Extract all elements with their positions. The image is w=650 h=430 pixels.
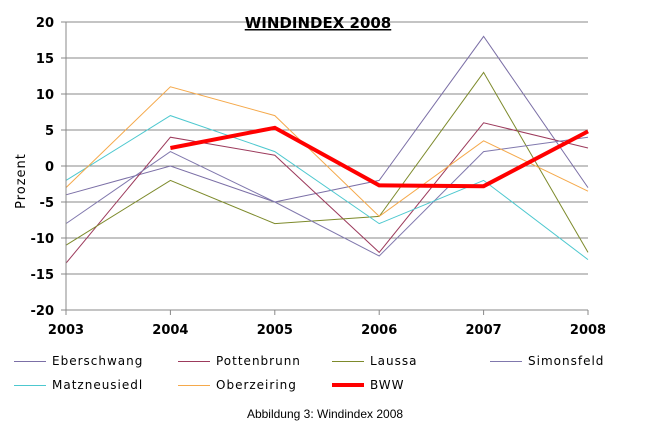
legend-swatch: [178, 384, 210, 386]
legend-swatch: [490, 360, 522, 362]
y-tick-label: -15: [31, 268, 55, 283]
legend-item-bww: BWW: [332, 376, 405, 394]
series-line-matzneusiedl: [65, 115, 589, 260]
y-tick-label: 0: [45, 160, 54, 175]
legend-label: Laussa: [370, 354, 418, 368]
y-tick-label: 20: [36, 16, 54, 31]
legend-label: Pottenbrunn: [216, 354, 301, 368]
x-tick-label: 2005: [257, 323, 293, 338]
legend-item-laussa: Laussa: [332, 352, 418, 370]
legend-label: Eberschwang: [52, 354, 144, 368]
legend-swatch: [332, 360, 364, 362]
legend-label: Simonsfeld: [528, 354, 605, 368]
legend-swatch: [14, 360, 46, 362]
y-axis-label: Prozent: [14, 153, 29, 209]
x-tick-label: 2006: [361, 323, 397, 338]
chart-area: -20 -15 -10 -5 0 5 10 15 20 2003 2004 2005 2006 2007…: [14, 14, 606, 338]
y-tick-label: 10: [36, 88, 54, 103]
y-tick-label: -5: [40, 196, 54, 211]
series-line-bww: [170, 125, 589, 189]
legend-item-pottenbrunn: Pottenbrunn: [178, 352, 301, 370]
y-tick-label: 5: [45, 124, 54, 139]
y-tick-labels: -20 -15 -10 -5 0 5 10 15 20: [31, 16, 55, 319]
series-line-laussa: [65, 71, 589, 253]
x-tick-label: 2008: [570, 323, 606, 338]
chart-title: WINDINDEX 2008: [245, 14, 392, 32]
x-tick-label: 2007: [466, 323, 502, 338]
series-line-pottenbrunn: [65, 122, 589, 264]
legend-item-simonsfeld: Simonsfeld: [490, 352, 604, 370]
legend-swatch: [332, 383, 364, 387]
legend-item-oberzeiring: Oberzeiring: [178, 376, 297, 394]
axes: [61, 21, 589, 315]
y-tick-label: -20: [31, 304, 55, 319]
legend-item-matzneusiedl: Matzneusiedl: [14, 376, 143, 394]
legend-swatch: [14, 384, 46, 386]
legend-swatch: [178, 360, 210, 362]
x-tick-label: 2004: [152, 323, 188, 338]
y-tick-label: 15: [36, 52, 54, 67]
legend-item-eberschwang: Eberschwang: [14, 352, 143, 370]
x-tick-label: 2003: [48, 323, 84, 338]
legend-label: Matzneusiedl: [52, 378, 144, 392]
figure-caption: Abbildung 3: Windindex 2008: [246, 407, 404, 421]
series-line-eberschwang: [65, 35, 589, 203]
series-line-oberzeiring: [65, 86, 589, 218]
legend-label: Oberzeiring: [216, 378, 297, 392]
y-tick-label: -10: [31, 232, 55, 247]
x-tick-labels: 2003 2004 2005 2006 2007 2008: [48, 323, 606, 338]
line-chart: -20 -15 -10 -5 0 5 10 15 20 2003 2004 2005 2006 2007…: [14, 14, 606, 338]
legend-label: BWW: [370, 378, 405, 392]
series-lines: [65, 35, 589, 264]
legend: Eberschwang Pottenbrunn Laussa Simonsfeld Ma…: [14, 352, 634, 396]
